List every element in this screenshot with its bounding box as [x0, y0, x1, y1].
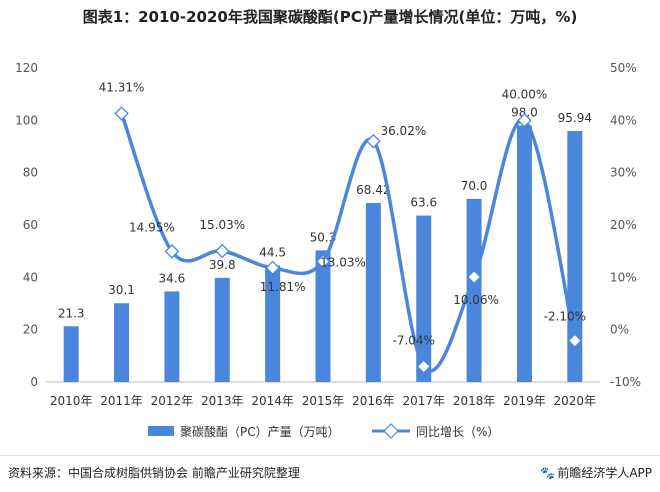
bar-series [63, 125, 583, 383]
bar-value-label: 44.5 [259, 246, 286, 260]
bar [114, 303, 130, 382]
y-right-tick-label: 0% [610, 323, 629, 337]
chart-axes: 0 20 40 60 80 100 120 -10% 0% 10% 20% 30% 40% 50% [15, 61, 641, 389]
brand: 🐾 前瞻经济学人APP [540, 464, 652, 481]
bar [63, 326, 79, 382]
y-left-tick-label: 0 [30, 375, 38, 389]
bar-value-label: 50.3 [310, 230, 337, 244]
line-value-label: 11.81% [260, 280, 306, 294]
bar-value-label: 95.94 [558, 111, 592, 125]
line-value-label: 40.00% [502, 87, 548, 101]
bar-value-label: 98.0 [511, 106, 538, 120]
bar [265, 265, 281, 382]
line-value-label: -2.10% [544, 310, 586, 324]
y-right-tick-label: 20% [610, 218, 637, 232]
paw-icon: 🐾 [540, 466, 556, 480]
line-marker [265, 260, 280, 276]
line-value-label: 36.02% [380, 124, 426, 138]
line-marker [164, 244, 180, 259]
y-right-tick-label: 10% [610, 270, 637, 284]
y-left-tick-label: 80 [23, 166, 38, 180]
line-marker [366, 133, 381, 149]
bar [164, 291, 180, 382]
x-tick-labels: 2010年 2011年 2012年 2013年 2014年 2015年 2016年 2017年… [50, 394, 596, 408]
line-value-label: -7.04% [393, 334, 435, 348]
legend-line-label: 同比增长（%） [416, 425, 499, 439]
bar [315, 250, 331, 382]
footer: 资料来源：中国合成树脂供销协会 前瞻产业研究院整理 🐾 前瞻经济学人APP [0, 455, 660, 492]
line-value-label: 10.06% [453, 293, 499, 307]
x-tick-label: 2019年 [503, 394, 546, 408]
x-tick-label: 2012年 [151, 394, 194, 408]
line-labels: 41.31% 14.95% 15.03% 11.81% 13.03% 36.02% -7.0… [99, 80, 586, 347]
bar [466, 198, 482, 382]
line-marker [466, 269, 482, 285]
x-tick-label: 2020年 [554, 394, 597, 408]
y-right-tick-label: -10% [610, 375, 641, 389]
bar-value-label: 68.42 [356, 183, 390, 197]
line-marker [214, 243, 230, 259]
y-left-tick-label: 20 [23, 323, 38, 337]
combo-chart: 0 20 40 60 80 100 120 -10% 0% 10% 20% 30% 40% 50% 21.… [15, 61, 641, 439]
x-tick-label: 2014年 [251, 394, 294, 408]
y-right-tick-label: 30% [610, 166, 637, 180]
bar [214, 277, 230, 382]
line-marker [567, 333, 583, 348]
x-tick-label: 2018年 [453, 394, 496, 408]
line-value-label: 41.31% [99, 80, 145, 94]
bar [416, 215, 432, 382]
line-marker [114, 106, 129, 121]
y-right-tick-label: 40% [610, 113, 637, 127]
source-note: 资料来源：中国合成树脂供销协会 前瞻产业研究院整理 [8, 466, 300, 480]
bar [516, 125, 532, 383]
legend-bar-swatch [148, 426, 174, 436]
x-tick-label: 2010年 [50, 394, 93, 408]
chart-title: 图表1：2010-2020年我国聚碳酸酯(PC)产量增长情况(单位：万吨，%) [82, 8, 578, 26]
x-tick-label: 2011年 [100, 394, 143, 408]
bar-value-label: 39.8 [209, 258, 236, 272]
x-tick-label: 2017年 [402, 394, 445, 408]
bar-value-label: 63.6 [410, 196, 437, 210]
line-series [114, 106, 583, 374]
x-tick-label: 2015年 [302, 394, 345, 408]
line-value-label: 15.03% [199, 218, 245, 232]
bar-value-label: 30.1 [108, 283, 135, 297]
bar-value-label: 34.6 [159, 271, 186, 285]
bar [365, 202, 381, 382]
line-marker [416, 359, 432, 374]
growth-line [119, 112, 577, 373]
line-value-label: 14.95% [129, 220, 175, 234]
line-marker [517, 113, 532, 128]
y-left-tick-label: 120 [15, 61, 38, 75]
bar-labels: 21.3 30.1 34.6 39.8 44.5 50.3 68.42 63.6 70.0 98.… [58, 106, 592, 321]
y-left-tick-label: 40 [23, 270, 38, 284]
brand-label: 前瞻经济学人APP [557, 466, 652, 480]
legend: 聚碳酸酯（PC）产量（万吨） 同比增长（%） [148, 423, 499, 439]
y-right-tick-label: 50% [610, 61, 637, 75]
line-value-label: 13.03% [320, 255, 366, 269]
x-tick-label: 2016年 [352, 394, 395, 408]
y-left-tick-label: 100 [15, 113, 38, 127]
bar-value-label: 21.3 [58, 306, 85, 320]
x-tick-label: 2013年 [201, 394, 244, 408]
line-marker [315, 254, 331, 269]
y-left-tick-label: 60 [23, 218, 38, 232]
legend-bar-label: 聚碳酸酯（PC）产量（万吨） [180, 424, 340, 439]
legend-line-marker [383, 423, 399, 439]
bar-value-label: 70.0 [461, 179, 488, 193]
